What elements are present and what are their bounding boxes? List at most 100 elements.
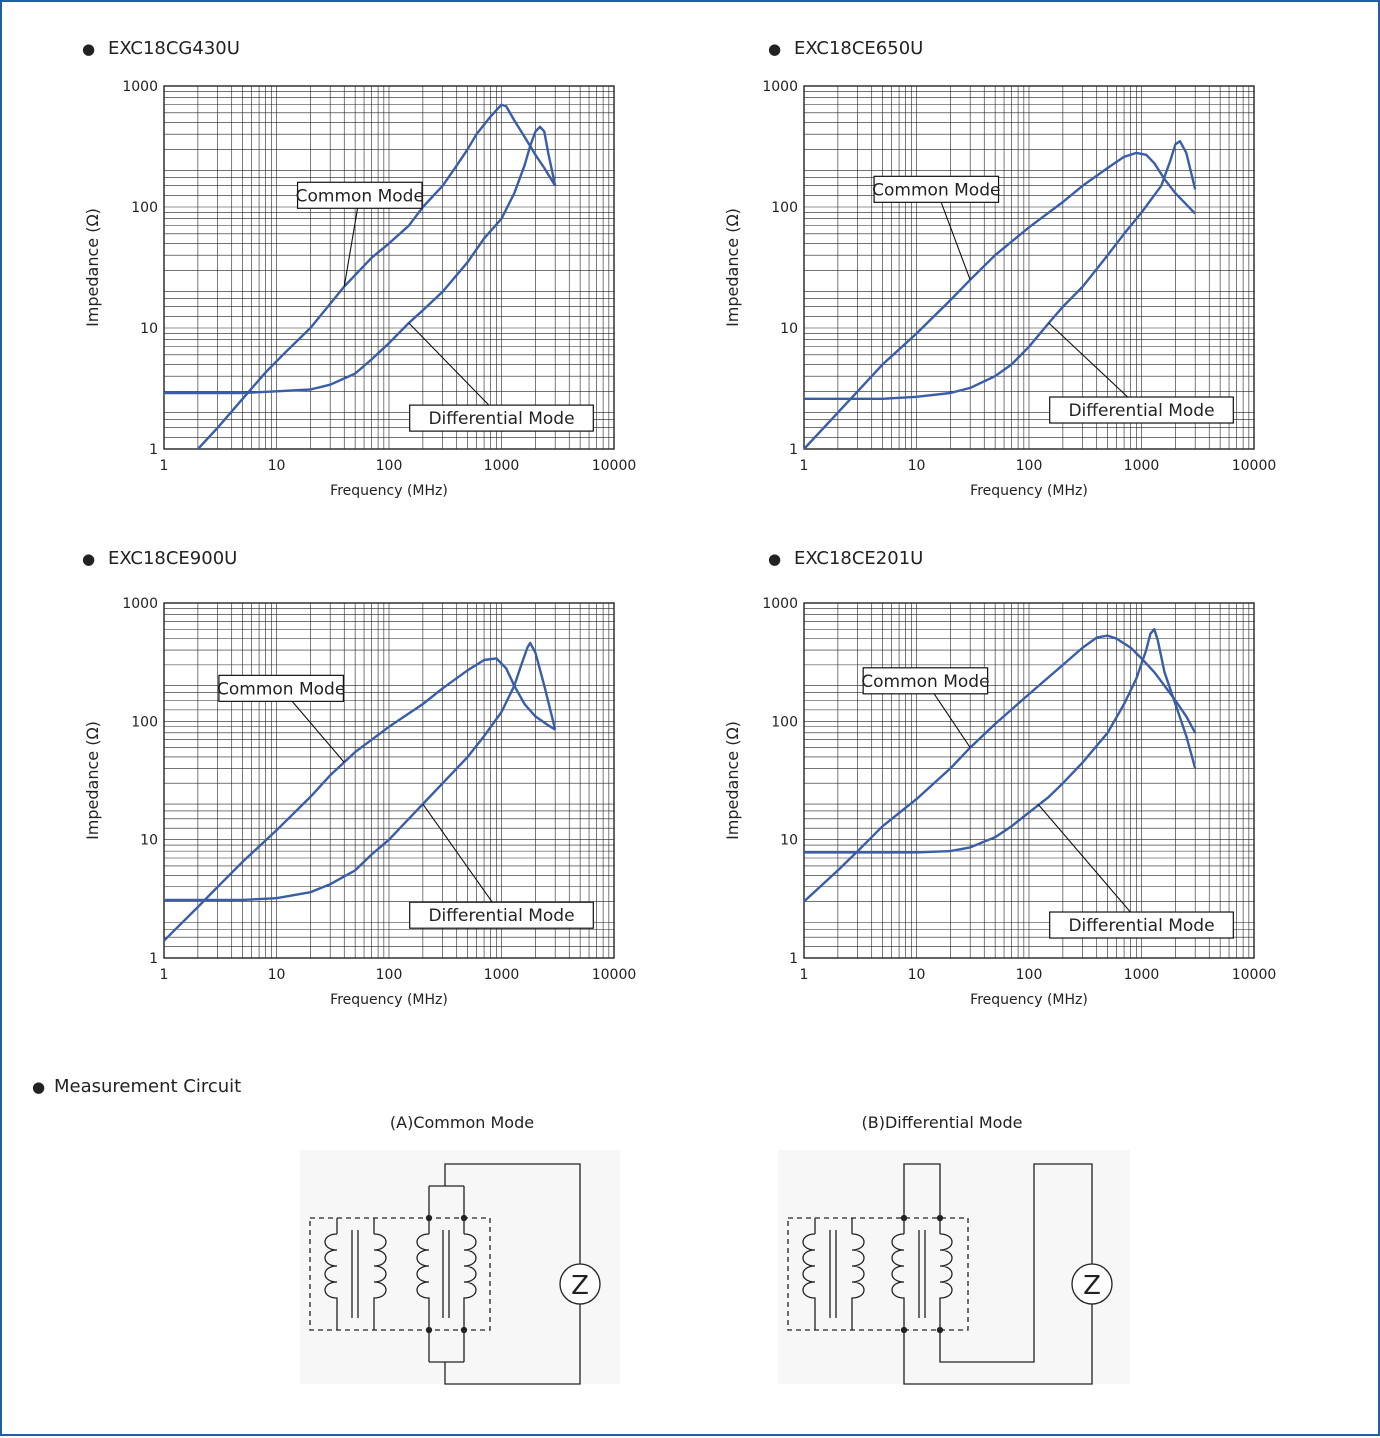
measurement-bullet: ● [32, 1078, 45, 1096]
y-tick-label: 1000 [122, 79, 158, 95]
annotation-leader-line [1037, 803, 1142, 926]
y-axis-label: Impedance (Ω) [723, 208, 742, 327]
measurement-title: Measurement Circuit [54, 1076, 241, 1097]
circuit-b-cores [829, 1230, 926, 1318]
x-tick-label: 1000 [1124, 967, 1160, 983]
annotation-label: Differential Mode [1068, 401, 1214, 421]
x-axis-label: Frequency (MHz) [330, 992, 448, 1008]
y-tick-label: 100 [771, 200, 798, 216]
plot-frame [163, 602, 615, 959]
differential-mode-circuit-label: (B)Differential Mode [862, 1113, 1023, 1132]
measurement-section: ● Measurement Circuit (A)Common Mode (B)… [32, 1076, 1022, 1132]
y-tick-label: 1000 [122, 596, 158, 612]
common-mode-circuit-label: (A)Common Mode [390, 1113, 534, 1132]
differential-mode-circuit: Z [778, 1150, 1130, 1385]
differential-mode-curve [804, 628, 1197, 854]
x-tick-label: 1000 [1124, 458, 1160, 474]
circuit-b-node [900, 1326, 908, 1334]
differential-mode-curve [164, 125, 557, 395]
common-mode-curve [197, 103, 557, 450]
circuit-b-node [900, 1214, 908, 1222]
annotation-label: Common Mode [872, 180, 1000, 200]
annotation-label: Differential Mode [428, 409, 574, 429]
x-tick-label: 10000 [592, 458, 637, 474]
common-mode-circuit: Z [300, 1150, 620, 1385]
x-tick-label: 100 [1016, 458, 1043, 474]
circuit-a-node [460, 1326, 468, 1334]
x-axis-label: Frequency (MHz) [330, 483, 448, 499]
x-tick-label: 10000 [1232, 967, 1277, 983]
chart-title: EXC18CE201U [794, 548, 923, 569]
circuit-a-z-symbol: Z [571, 1271, 589, 1301]
impedance-chart-1: ● EXC18CG430U 1 10 100 1000 10000 1 10 100 1000 Fre… [82, 38, 636, 499]
y-tick-label: 1 [789, 951, 798, 967]
chart-grid [804, 603, 1254, 958]
circuit-b-component-box [787, 1217, 969, 1331]
y-tick-label: 1000 [762, 596, 798, 612]
chart-title-bullet: ● [768, 40, 781, 58]
circuit-b-node [936, 1214, 944, 1222]
chart-title: EXC18CE900U [108, 548, 237, 569]
y-tick-label: 10 [780, 321, 798, 337]
circuit-b-windings [802, 1233, 953, 1314]
y-tick-label: 1 [149, 442, 158, 458]
circuit-a-node [460, 1214, 468, 1222]
x-axis-label: Frequency (MHz) [970, 483, 1088, 499]
x-axis-label: Frequency (MHz) [970, 992, 1088, 1008]
annotation-box [1049, 396, 1234, 424]
common-mode-curve [803, 634, 1197, 903]
x-tick-label: 1 [800, 458, 809, 474]
chart-title: EXC18CG430U [108, 38, 240, 59]
circuit-a-component-box [309, 1217, 491, 1331]
chart-title-bullet: ● [82, 40, 95, 58]
differential-mode-curve [164, 641, 557, 902]
y-tick-label: 10 [140, 321, 158, 337]
chart-title-bullet: ● [82, 550, 95, 568]
y-axis-label: Impedance (Ω) [83, 208, 102, 327]
circuit-b-wiring [903, 1163, 1093, 1385]
annotation-box [218, 674, 344, 702]
y-tick-label: 1 [149, 951, 158, 967]
x-tick-label: 100 [376, 458, 403, 474]
common-mode-curve [803, 151, 1197, 450]
x-tick-label: 1 [160, 458, 169, 474]
x-tick-label: 1000 [484, 458, 520, 474]
x-tick-label: 100 [376, 967, 403, 983]
annotation-leader-line [343, 195, 361, 287]
annotation-leader-line [935, 189, 971, 281]
y-tick-label: 1 [789, 442, 798, 458]
x-tick-label: 100 [1016, 967, 1043, 983]
y-tick-label: 100 [131, 714, 158, 730]
impedance-chart-4: ● EXC18CE201U 1 10 100 1000 10000 1 10 100 1000 Fre… [723, 548, 1276, 1008]
circuit-b-z-symbol: Z [1083, 1271, 1101, 1301]
chart-title: EXC18CE650U [794, 38, 923, 59]
circuit-b-background [778, 1150, 1130, 1384]
x-tick-label: 1000 [484, 967, 520, 983]
annotation-label: Common Mode [296, 186, 424, 206]
circuit-a-coil-right [428, 1186, 465, 1362]
annotation-leader-line [1048, 322, 1142, 411]
plot-frame [803, 85, 1255, 450]
annotation-box [409, 404, 594, 432]
x-tick-label: 1 [800, 967, 809, 983]
annotation-label: Common Mode [861, 672, 989, 692]
annotation-label: Differential Mode [1068, 916, 1214, 936]
common-mode-curve [163, 657, 556, 942]
y-axis-label: Impedance (Ω) [83, 721, 102, 840]
chart-grid [804, 86, 1254, 449]
x-tick-label: 10 [908, 967, 926, 983]
y-tick-label: 100 [131, 200, 158, 216]
y-axis-label: Impedance (Ω) [723, 721, 742, 840]
annotation-box [862, 667, 989, 695]
x-tick-label: 10 [268, 967, 286, 983]
annotation-box [1049, 911, 1234, 939]
plot-frame [163, 85, 615, 450]
annotation-leader-line [408, 322, 502, 419]
annotation-label: Differential Mode [428, 906, 574, 926]
circuit-a-cores [351, 1230, 450, 1318]
annotation-box [296, 181, 423, 209]
annotation-leader-line [422, 803, 502, 916]
circuit-a-wiring [429, 1163, 581, 1385]
